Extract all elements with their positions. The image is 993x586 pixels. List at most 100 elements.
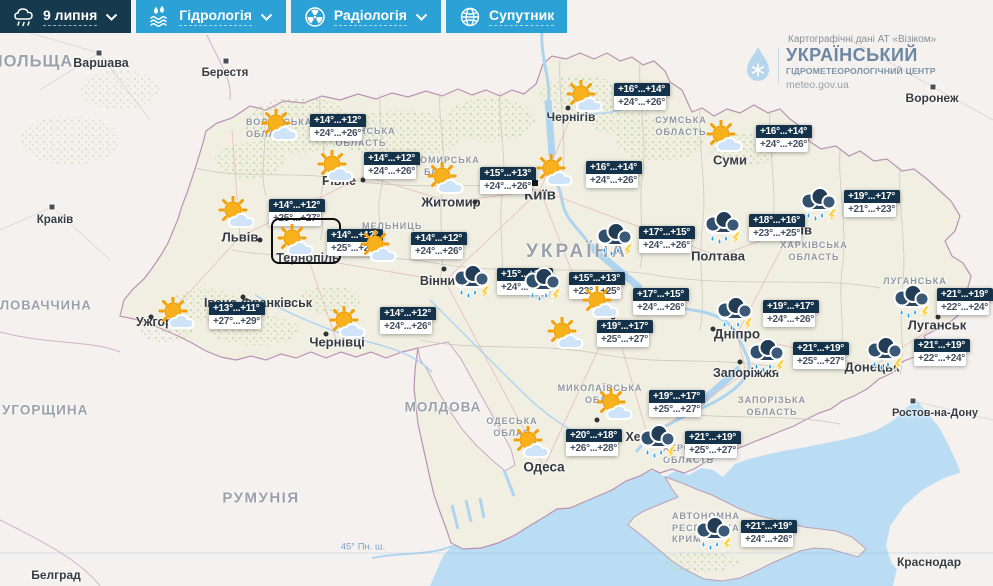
storm-icon[interactable] bbox=[690, 513, 737, 553]
region-label-line: МИКОЛАЇВСЬКА bbox=[557, 383, 643, 393]
radiology-icon bbox=[305, 6, 325, 27]
sun-cloud-icon[interactable] bbox=[317, 150, 361, 185]
day-temp: +25°...+27° bbox=[793, 355, 845, 369]
city-label: Берестя bbox=[201, 67, 249, 79]
weather-widget-luhansk[interactable]: +21°...+19° +22°...+24° bbox=[937, 288, 993, 315]
night-temp: +19°...+17° bbox=[763, 300, 819, 313]
weather-widget-donetsk[interactable]: +21°...+19° +22°...+24° bbox=[914, 339, 970, 366]
region-label-line: ОБЛАСТЬ bbox=[788, 251, 840, 262]
storm-icon[interactable] bbox=[634, 421, 681, 461]
hydrology-icon bbox=[150, 5, 168, 27]
night-temp: +14°...+12° bbox=[310, 114, 366, 127]
region-label: МЕЛЬНИЦЬ bbox=[362, 221, 422, 233]
storm-icon[interactable] bbox=[711, 293, 758, 333]
weather-widget-poltava-w[interactable]: +17°...+15° +24°...+26° bbox=[639, 226, 695, 253]
sun-cloud-icon[interactable] bbox=[582, 286, 626, 321]
satellite-icon bbox=[460, 7, 480, 26]
weather-widget-kyiv[interactable]: +16°...+14° +24°...+26° bbox=[586, 161, 642, 188]
sun-cloud-icon[interactable] bbox=[261, 109, 305, 144]
weather-widget-odesa[interactable]: +20°...+18° +26°...+28° bbox=[566, 429, 622, 456]
weather-widget-zaporizhzhia[interactable]: +21°...+19° +25°...+27° bbox=[793, 342, 849, 369]
sun-cloud-icon[interactable] bbox=[706, 120, 750, 155]
region-label-line: ОДЕСЬКА bbox=[486, 416, 538, 426]
region-label: ЗАПОРІЗЬКА ОБЛАСТЬ bbox=[738, 395, 806, 418]
city-label: Київ bbox=[524, 186, 556, 204]
city-marker bbox=[148, 314, 154, 320]
sun-cloud-icon[interactable] bbox=[360, 230, 404, 265]
storm-icon[interactable] bbox=[699, 207, 746, 247]
city-label: Львів bbox=[221, 229, 259, 245]
night-temp: +20°...+18° bbox=[566, 429, 622, 442]
weather-widget-kharkiv[interactable]: +19°...+17° +21°...+23° bbox=[844, 190, 900, 217]
weather-widget-lutsk[interactable]: +14°...+12° +24°...+26° bbox=[310, 114, 366, 141]
latitude-label: 45° Пн. ш. bbox=[340, 541, 386, 553]
day-temp: +24°...+26° bbox=[586, 174, 638, 188]
night-temp: +14°...+12° bbox=[411, 232, 467, 245]
weather-widget-center-e[interactable]: +17°...+15° +24°...+26° bbox=[633, 288, 689, 315]
weather-widget-chernivtsi[interactable]: +14°...+12° +24°...+26° bbox=[380, 307, 436, 334]
tab-hydrology[interactable]: Гідрологія bbox=[136, 0, 286, 33]
sun-cloud-icon[interactable] bbox=[566, 80, 610, 115]
storm-icon[interactable] bbox=[448, 261, 495, 301]
region-label: СУМСЬКА ОБЛАСТЬ bbox=[655, 115, 706, 138]
weather-widget-zhytomyr[interactable]: +15°...+13° +24°...+26° bbox=[480, 167, 536, 194]
sun-cloud-icon[interactable] bbox=[158, 297, 202, 332]
night-temp: +14°...+12° bbox=[380, 307, 436, 320]
sun-cloud-icon[interactable] bbox=[547, 317, 591, 352]
day-temp: +24°...+26° bbox=[480, 180, 532, 194]
night-temp: +19°...+17° bbox=[597, 320, 653, 333]
weather-widget-crimea[interactable]: +21°...+19° +24°...+26° bbox=[741, 520, 797, 547]
sun-cloud-icon[interactable] bbox=[513, 426, 557, 461]
weather-widget-kropyvnytskyi[interactable]: +19°...+17° +25°...+27° bbox=[597, 320, 653, 347]
storm-icon[interactable] bbox=[888, 281, 935, 321]
weather-widget-chernihiv[interactable]: +16°...+14° +24°...+26° bbox=[614, 83, 670, 110]
sun-cloud-icon[interactable] bbox=[218, 196, 262, 231]
weather-widget-dnipro[interactable]: +19°...+17° +24°...+26° bbox=[763, 300, 819, 327]
night-temp: +19°...+17° bbox=[844, 190, 900, 203]
org-subtitle: ГІДРОМЕТЕОРОЛОГІЧНИЙ ЦЕНТР bbox=[786, 66, 936, 76]
sun-cloud-icon[interactable] bbox=[329, 306, 373, 341]
weather-widget-kherson[interactable]: +21°...+19° +25°...+27° bbox=[685, 431, 741, 458]
krasnodar-land bbox=[886, 468, 993, 586]
city-label: Суми bbox=[712, 152, 748, 168]
tab-forecast-date[interactable]: 9 липня bbox=[0, 0, 132, 33]
weather-widget-ternopil[interactable]: +14°...+12° +25°...+27° bbox=[327, 229, 383, 256]
storm-icon[interactable] bbox=[591, 219, 638, 259]
city-label: Полтава bbox=[691, 248, 745, 264]
storm-icon[interactable] bbox=[861, 333, 908, 373]
city-marker bbox=[222, 57, 230, 65]
tab-radiology[interactable]: Радіологія bbox=[290, 0, 441, 33]
country-label: МОЛДОВА bbox=[404, 399, 482, 415]
storm-icon[interactable] bbox=[795, 184, 842, 224]
region-label-line: ЛУГАНСЬКА bbox=[883, 276, 947, 286]
night-temp: +21°...+19° bbox=[937, 288, 993, 301]
weather-widget-cherkasy-e[interactable]: +15°...+13° +23°...+25° bbox=[569, 272, 625, 299]
weather-widget-khmelnytskyi[interactable]: +14°...+12° +24°...+26° bbox=[411, 232, 467, 259]
sun-cloud-icon[interactable] bbox=[536, 154, 580, 189]
region-label: ОМИРСЬКА bbox=[420, 155, 480, 167]
sun-cloud-icon[interactable] bbox=[596, 388, 640, 423]
weather-widget-sumy[interactable]: +16°...+14° +24°...+26° bbox=[756, 125, 812, 152]
city-label: Чернігів bbox=[546, 110, 596, 124]
storm-icon[interactable] bbox=[743, 335, 790, 375]
tab-satellite[interactable]: Супутник bbox=[445, 0, 568, 33]
weather-widget-uzhhorod[interactable]: +13°...+11° +27°...+29° bbox=[209, 302, 265, 329]
weather-widget-poltava-e[interactable]: +18°...+16° +23°...+25° bbox=[749, 214, 805, 241]
city-marker bbox=[257, 237, 263, 243]
divider bbox=[778, 48, 779, 84]
weather-widget-mykolaiv[interactable]: +19°...+17° +25°...+27° bbox=[649, 390, 705, 417]
water-drop-snowflake-icon bbox=[747, 47, 769, 81]
day-temp: +24°...+26° bbox=[633, 301, 685, 315]
region-label-line: БЛ bbox=[424, 167, 439, 177]
day-temp: +25°...+27° bbox=[649, 403, 701, 417]
night-temp: +18°...+16° bbox=[749, 214, 805, 227]
region-label-line: ЗАПОРІЗЬКА bbox=[737, 395, 807, 405]
sun-cloud-icon[interactable] bbox=[427, 162, 471, 197]
storm-icon[interactable] bbox=[519, 264, 566, 304]
day-temp: +22°...+24° bbox=[914, 352, 966, 366]
weather-widget-rivne[interactable]: +14°...+12° +24°...+26° bbox=[364, 152, 420, 179]
city-label: Дніпро bbox=[713, 326, 761, 342]
sun-cloud-icon[interactable] bbox=[277, 224, 321, 259]
branding: УКРАЇНСЬКИЙ ГІДРОМЕТЕОРОЛОГІЧНИЙ ЦЕНТР m… bbox=[745, 46, 936, 91]
